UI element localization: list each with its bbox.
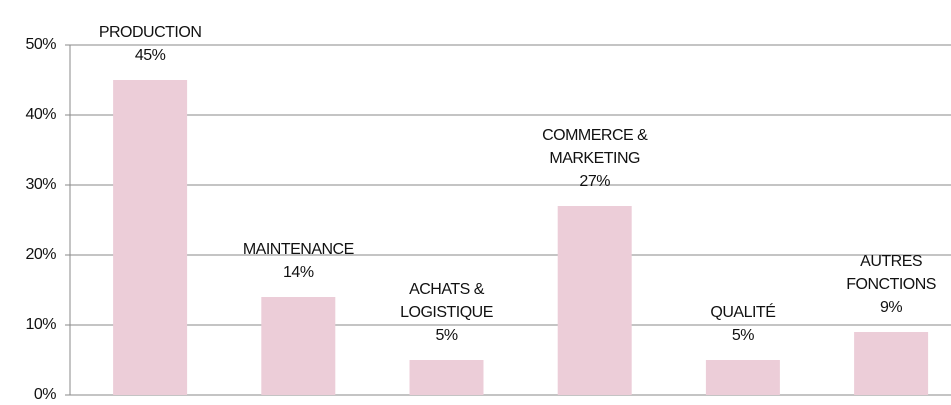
y-tick-label: 10%: [25, 316, 56, 333]
bar: [705, 360, 780, 395]
bar: [854, 332, 929, 395]
y-tick-label: 0%: [34, 386, 56, 403]
data-label: 45%: [135, 47, 166, 64]
data-label: 14%: [283, 264, 314, 281]
category-label: LOGISTIQUE: [400, 304, 493, 321]
category-label: FONCTIONS: [846, 276, 936, 293]
y-tick-label: 40%: [25, 106, 56, 123]
data-label: 27%: [579, 173, 610, 190]
data-label: 9%: [880, 299, 902, 316]
bar: [261, 297, 336, 395]
category-label: MAINTENANCE: [243, 241, 354, 258]
y-tick-label: 50%: [25, 36, 56, 53]
bar: [557, 206, 632, 395]
category-label: QUALITÉ: [710, 302, 775, 321]
data-label: 5%: [435, 327, 457, 344]
y-tick-label: 20%: [25, 246, 56, 263]
bar: [113, 80, 188, 395]
category-label: MARKETING: [549, 150, 640, 167]
category-label: AUTRES: [860, 253, 922, 270]
data-label: 5%: [732, 327, 754, 344]
y-tick-label: 30%: [25, 176, 56, 193]
category-label: ACHATS &: [409, 281, 485, 298]
category-label: PRODUCTION: [99, 24, 202, 41]
category-label: COMMERCE &: [542, 127, 648, 144]
bar: [409, 360, 484, 395]
